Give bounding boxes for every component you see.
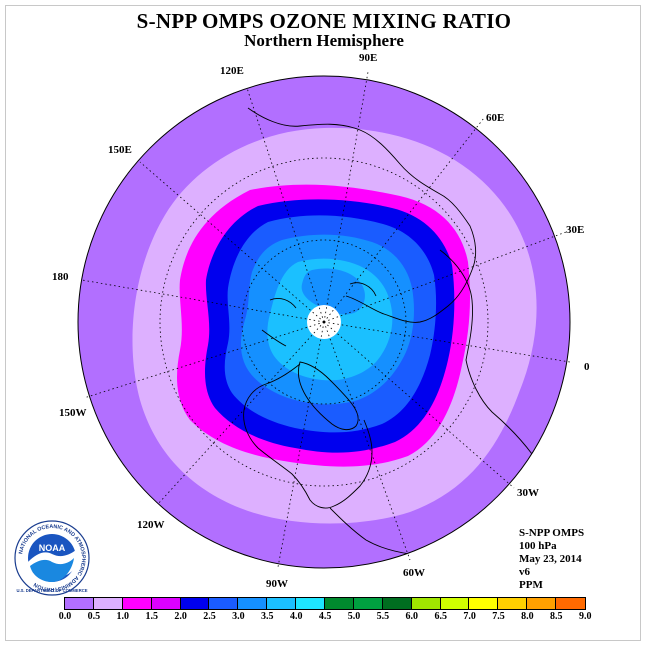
coastline-arctic-islands <box>261 282 377 347</box>
meridian-150w <box>83 321 325 399</box>
meridian-90w <box>277 321 325 568</box>
meridian-120e <box>246 87 325 323</box>
coastline-greenland <box>297 361 359 431</box>
lon-label: 30W <box>517 487 539 499</box>
meridian-60w <box>323 321 411 561</box>
colorbar-swatch <box>93 598 123 609</box>
colorbar-swatch <box>353 598 383 609</box>
info-line: PPM <box>519 579 543 591</box>
latitude-circle-60n <box>241 239 407 405</box>
ozone-band-3.5-4.0 <box>301 268 365 315</box>
colorbar-tick-label: 0.0 <box>58 611 72 622</box>
colorbar-tick-label: 7.0 <box>463 611 476 622</box>
colorbar-tick-label: 8.5 <box>550 611 563 622</box>
meridian-150e <box>139 161 325 323</box>
colorbar-tick-label: 9.0 <box>578 611 592 622</box>
figure-frame <box>5 5 641 641</box>
colorbar-swatch <box>411 598 441 609</box>
lon-label: 0 <box>584 361 590 373</box>
figure-subtitle: Northern Hemisphere <box>244 31 404 50</box>
colorbar-tick-label: 5.0 <box>347 611 361 622</box>
lon-label: 150E <box>108 144 132 156</box>
meridian-120w <box>157 321 325 505</box>
info-line: 100 hPa <box>519 540 557 552</box>
colorbar-tick-label: 2.0 <box>174 611 187 622</box>
lon-label: 60W <box>403 567 425 579</box>
coastline-north-america <box>243 363 373 509</box>
colorbar-swatch <box>180 598 210 609</box>
colorbar-tick-label: 2.5 <box>203 611 216 622</box>
colorbar-swatch <box>65 598 94 609</box>
colorbar-swatch <box>296 598 326 609</box>
logo-wordmark: NOAA <box>39 543 66 553</box>
colorbar-tick-label: 8.0 <box>521 611 534 622</box>
latitude-circle-30n <box>159 157 489 487</box>
colorbar-swatch <box>527 598 557 609</box>
colorbar-tick-label: 0.5 <box>87 611 101 622</box>
colorbar-swatch <box>556 598 586 609</box>
colorbar-tick-label: 4.0 <box>289 611 303 622</box>
info-line: S-NPP OMPS <box>519 527 585 539</box>
meridian-30w <box>323 321 515 489</box>
colorbar-tick-label: 6.0 <box>405 611 419 622</box>
colorbar-tick-label: 3.0 <box>232 611 245 622</box>
meridian-60e <box>323 117 485 323</box>
lon-label: 180 <box>52 271 69 283</box>
lon-label: 150W <box>59 407 87 419</box>
lon-label: 120E <box>220 65 244 77</box>
lon-label: 90W <box>266 578 288 590</box>
colorbar-tick-label: 5.5 <box>376 611 390 622</box>
logo-bottom-text: U.S. DEPARTMENT OF COMMERCE <box>16 588 87 593</box>
lon-label: 30E <box>566 224 584 236</box>
colorbar-tick-label: 3.5 <box>261 611 274 622</box>
colorbar-swatch <box>498 598 528 609</box>
colorbar-swatch <box>382 598 412 609</box>
colorbar-tick-label: 7.5 <box>492 611 505 622</box>
lon-label: 60E <box>486 112 504 124</box>
colorbar-tick-label: 1.0 <box>116 611 130 622</box>
colorbar-swatch <box>122 598 152 609</box>
meridian-180 <box>81 279 325 323</box>
colorbar-swatch <box>469 598 499 609</box>
colorbar-swatch <box>238 598 268 609</box>
colorbar <box>64 597 587 610</box>
colorbar-tick-label: 6.5 <box>434 611 447 622</box>
colorbar-swatch <box>325 598 354 609</box>
coastline-asia <box>247 107 477 323</box>
longitude-labels: 120E 90E 60E 30E 0 30W 60W 90W 120W 150W… <box>52 52 590 590</box>
figure-title: S-NPP OMPS OZONE MIXING RATIO <box>136 9 512 33</box>
noaa-logo: NATIONAL OCEANIC AND ATMOSPHERIC ADMINIS… <box>14 520 90 596</box>
product-info: S-NPP OMPS 100 hPa May 23, 2014 v6 PPM <box>519 527 584 592</box>
colorbar-tick-label: 1.5 <box>145 611 158 622</box>
colorbar-swatch <box>151 598 181 609</box>
lon-label: 120W <box>137 519 165 531</box>
meridian-90e <box>323 71 369 323</box>
colorbar-swatch <box>267 598 297 609</box>
meridian-0 <box>323 321 571 363</box>
map-boundary <box>77 75 571 569</box>
lon-label: 90E <box>359 52 377 64</box>
colorbar-tick-label: 4.5 <box>318 611 332 622</box>
info-line: v6 <box>519 566 530 578</box>
colorbar-swatch <box>440 598 470 609</box>
colorbar-swatch <box>209 598 239 609</box>
graticule <box>81 71 571 568</box>
info-line: May 23, 2014 <box>519 553 582 565</box>
